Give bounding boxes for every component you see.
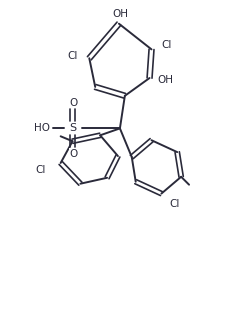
Text: O: O xyxy=(69,98,77,108)
Text: OH: OH xyxy=(111,9,127,19)
Text: Cl: Cl xyxy=(160,40,171,51)
Text: OH: OH xyxy=(157,75,173,85)
Text: HO: HO xyxy=(34,124,50,133)
Text: O: O xyxy=(69,149,77,159)
Text: S: S xyxy=(69,124,76,133)
Text: Cl: Cl xyxy=(36,165,46,175)
Text: Cl: Cl xyxy=(67,51,77,61)
Text: Cl: Cl xyxy=(168,199,179,210)
